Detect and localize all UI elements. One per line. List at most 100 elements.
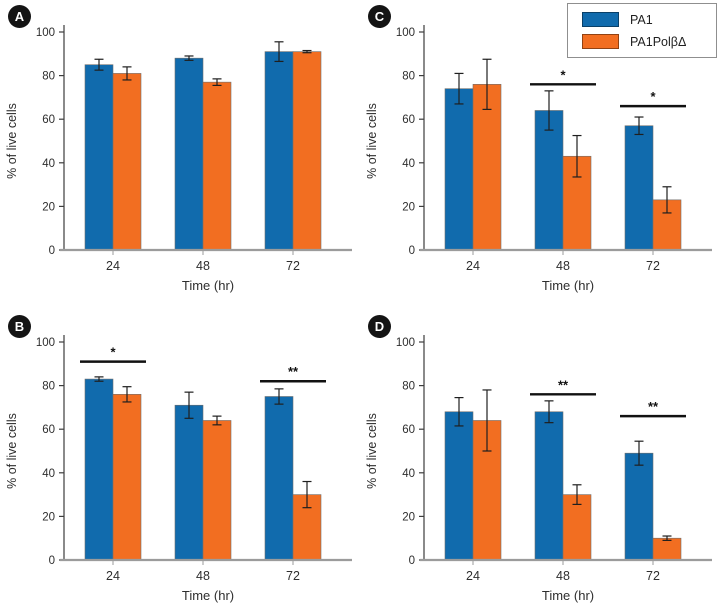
- significance-d-72: **: [620, 399, 686, 418]
- legend-item-pa1: PA1: [582, 12, 706, 27]
- y-tick-label-c-20: 20: [402, 201, 415, 213]
- bar-c-pa1-24: [444, 88, 474, 251]
- x-tick-label-c-48: 48: [556, 259, 570, 273]
- error-bar-a-pa1polbd-48: [212, 78, 222, 87]
- error-bar-c-pa1polbd-24: [482, 58, 492, 110]
- panel-a: A 0 20 40 60 80 100 % of live cells 24 48 72 Time …: [0, 0, 360, 300]
- bar-a-pa1polbd-24: [112, 73, 142, 251]
- error-bar-b-pa1polbd-24: [122, 386, 132, 403]
- legend-label-pa1: PA1: [630, 12, 653, 27]
- x-tick-label-a-72: 72: [286, 259, 300, 273]
- y-tick-label-a-0: 0: [49, 245, 55, 257]
- y-axis-title-c: % of live cells: [365, 103, 379, 179]
- y-tick-label-d-20: 20: [402, 511, 415, 523]
- panel-b: B 0 20 40 60 80 100 % of live cells 24 48 72 Time …: [0, 300, 360, 604]
- x-tick-label-c-24: 24: [466, 259, 480, 273]
- error-bar-b-pa1-48: [184, 391, 194, 419]
- error-bar-d-pa1polbd-72: [662, 535, 672, 541]
- bar-c-pa1-72: [624, 125, 654, 251]
- significance-c-48: *: [530, 67, 596, 86]
- x-tick-label-b-24: 24: [106, 569, 120, 583]
- y-tick-label-c-40: 40: [402, 158, 415, 170]
- bar-d-pa1-48: [534, 411, 564, 561]
- error-bar-d-pa1polbd-24: [482, 389, 492, 452]
- x-tick-label-b-48: 48: [196, 569, 210, 583]
- y-tick-label-b-0: 0: [49, 555, 55, 567]
- error-bar-b-pa1-72: [274, 388, 284, 405]
- y-tick-label-a-100: 100: [36, 27, 55, 39]
- panel-c-label-badge: C: [368, 5, 391, 28]
- bar-b-pa1-48: [174, 404, 204, 561]
- error-bar-a-pa1-24: [94, 58, 104, 71]
- bar-a-pa1polbd-48: [202, 81, 232, 251]
- bar-d-pa1-72: [624, 452, 654, 561]
- y-tick-label-a-60: 60: [42, 114, 55, 126]
- bar-b-pa1-72: [264, 396, 294, 561]
- x-axis-title-a: Time (hr): [182, 278, 234, 293]
- x-axis-title-b: Time (hr): [182, 588, 234, 603]
- legend-label-pa1polbd: PA1PolβΔ: [630, 34, 687, 49]
- error-bar-d-pa1-24: [454, 396, 464, 427]
- error-bar-d-pa1-72: [634, 440, 644, 466]
- y-tick-label-a-40: 40: [42, 158, 55, 170]
- y-tick-label-b-40: 40: [42, 468, 55, 480]
- y-tick-label-b-100: 100: [36, 337, 55, 349]
- significance-label: *: [650, 89, 656, 104]
- y-tick-label-c-0: 0: [409, 245, 415, 257]
- error-bar-b-pa1polbd-48: [212, 415, 222, 426]
- bar-b-pa1-24: [84, 378, 114, 561]
- significance-label: *: [560, 67, 566, 82]
- error-bar-b-pa1-24: [94, 376, 104, 382]
- panel-c: C PA1 PA1PolβΔ 0 20 40 60 80 100 % of live cel…: [360, 0, 721, 300]
- bar-d-pa1polbd-48: [562, 494, 592, 561]
- x-tick-label-c-72: 72: [646, 259, 660, 273]
- error-bar-c-pa1-72: [634, 116, 644, 136]
- bar-c-pa1polbd-24: [472, 84, 502, 251]
- y-tick-label-a-20: 20: [42, 201, 55, 213]
- x-tick-label-b-72: 72: [286, 569, 300, 583]
- bar-a-pa1-72: [264, 51, 294, 251]
- y-tick-label-b-20: 20: [42, 511, 55, 523]
- panel-d: D 0 20 40 60 80 100 % of live cells 24 48 72 Time …: [360, 300, 721, 604]
- legend-swatch-pa1polbd: [582, 34, 619, 49]
- x-axis-title-c: Time (hr): [542, 278, 594, 293]
- x-tick-label-a-24: 24: [106, 259, 120, 273]
- y-tick-label-d-80: 80: [402, 381, 415, 393]
- error-bar-a-pa1polbd-72: [302, 49, 312, 54]
- x-tick-label-a-48: 48: [196, 259, 210, 273]
- significance-c-72: *: [620, 89, 686, 108]
- error-bar-a-pa1-48: [184, 55, 194, 61]
- bar-c-pa1-48: [534, 110, 564, 251]
- y-tick-label-b-60: 60: [42, 424, 55, 436]
- bar-d-pa1-24: [444, 411, 474, 561]
- bar-b-pa1polbd-48: [202, 420, 232, 561]
- y-tick-label-d-40: 40: [402, 468, 415, 480]
- panel-a-label-badge: A: [8, 5, 31, 28]
- error-bar-c-pa1-48: [544, 90, 554, 131]
- x-tick-label-d-24: 24: [466, 569, 480, 583]
- error-bar-a-pa1-72: [274, 41, 284, 63]
- y-tick-label-d-100: 100: [396, 337, 415, 349]
- significance-b-24: *: [80, 345, 146, 363]
- error-bar-b-pa1polbd-72: [302, 480, 312, 509]
- y-tick-label-a-80: 80: [42, 71, 55, 83]
- error-bar-c-pa1-24: [454, 72, 464, 105]
- significance-label: *: [110, 345, 116, 360]
- bar-d-pa1polbd-72: [652, 537, 682, 561]
- panel-a-chart: 0 20 40 60 80 100 % of live cells 24 48 72 Time (h…: [5, 25, 352, 293]
- y-axis-title-b: % of live cells: [5, 413, 19, 489]
- legend-item-pa1polbd: PA1PolβΔ: [582, 34, 706, 49]
- significance-b-72: **: [260, 364, 326, 383]
- y-tick-label-c-60: 60: [402, 114, 415, 126]
- bar-a-pa1polbd-72: [292, 51, 322, 251]
- panel-b-label-badge: B: [8, 315, 31, 338]
- error-bar-d-pa1polbd-48: [572, 484, 582, 506]
- x-tick-label-d-48: 48: [556, 569, 570, 583]
- panel-d-label-badge: D: [368, 315, 391, 338]
- y-axis-title-d: % of live cells: [365, 413, 379, 489]
- y-tick-label-b-80: 80: [42, 381, 55, 393]
- y-axis-title-a: % of live cells: [5, 103, 19, 179]
- y-tick-label-d-60: 60: [402, 424, 415, 436]
- error-bar-c-pa1polbd-48: [572, 134, 582, 178]
